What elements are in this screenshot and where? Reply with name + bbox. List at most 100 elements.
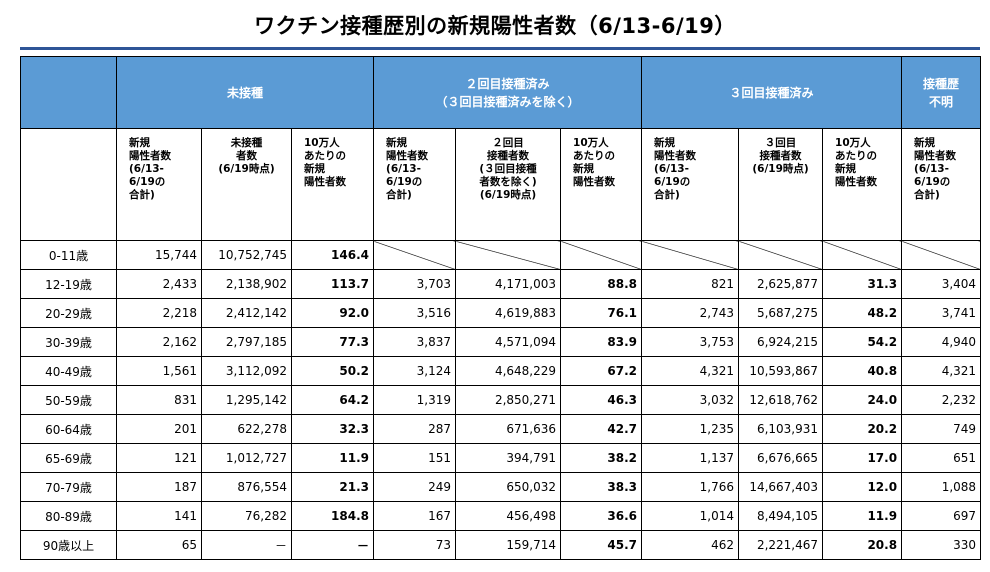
two-cases-cell: 3,124 bbox=[373, 356, 457, 386]
unknown-cases-cell: 651 bbox=[901, 443, 982, 473]
not-applicable-cell bbox=[455, 240, 562, 270]
header-two-pop: ２回目 接種者数 (３回目接種 者数を除く) (6/19時点) bbox=[455, 128, 562, 241]
header-two-cases: 新規 陽性者数 (6/13- 6/19の 合計) bbox=[373, 128, 457, 241]
table-row: 80-89歳 141 76,282 184.8 167 456,498 36.6 1,014 8… bbox=[20, 501, 982, 531]
unvac-rate-cell: 113.7 bbox=[290, 269, 375, 299]
two-pop-cell: 671,636 bbox=[455, 414, 562, 444]
three-pop-cell: 8,494,105 bbox=[738, 501, 824, 531]
unknown-cases-cell: 3,404 bbox=[901, 269, 982, 299]
header-two-rate: 10万人 あたりの 新規 陽性者数 bbox=[560, 128, 643, 241]
unvac-cases-cell: 15,744 bbox=[116, 240, 202, 270]
unvac-cases-cell: 2,162 bbox=[116, 327, 202, 357]
two-rate-cell: 42.7 bbox=[560, 414, 643, 444]
group-three-dose: ３回目接種済み bbox=[641, 56, 903, 129]
two-rate-cell: 67.2 bbox=[560, 356, 643, 386]
three-rate-cell: 12.0 bbox=[822, 472, 903, 502]
two-cases-cell: 1,319 bbox=[373, 385, 457, 415]
group-unknown: 接種歴 不明 bbox=[901, 56, 982, 129]
two-pop-cell: 4,648,229 bbox=[455, 356, 562, 386]
unvac-cases-cell: 201 bbox=[116, 414, 202, 444]
unvac-pop-cell: 10,752,745 bbox=[201, 240, 292, 270]
three-pop-cell: 6,103,931 bbox=[738, 414, 824, 444]
table-row: 40-49歳 1,561 3,112,092 50.2 3,124 4,648,229 67… bbox=[20, 356, 982, 386]
not-applicable-cell bbox=[901, 240, 982, 270]
two-pop-cell: 4,571,094 bbox=[455, 327, 562, 357]
group-unvaccinated: 未接種 bbox=[115, 56, 375, 129]
three-pop-cell: 2,625,877 bbox=[738, 269, 824, 299]
three-cases-cell: 4,321 bbox=[641, 356, 740, 386]
not-applicable-cell bbox=[373, 240, 457, 270]
unvac-pop-cell: 76,282 bbox=[201, 501, 292, 531]
two-cases-cell: 3,703 bbox=[373, 269, 457, 299]
unknown-cases-cell: 1,088 bbox=[901, 472, 982, 502]
unvac-pop-cell: 2,412,142 bbox=[201, 298, 292, 328]
three-cases-cell: 1,137 bbox=[641, 443, 740, 473]
three-pop-cell: 14,667,403 bbox=[738, 472, 824, 502]
two-rate-cell: 46.3 bbox=[560, 385, 643, 415]
three-cases-cell: 3,753 bbox=[641, 327, 740, 357]
header-unvac-cases: 新規 陽性者数 (6/13- 6/19の 合計) bbox=[116, 128, 202, 241]
three-cases-cell: 2,743 bbox=[641, 298, 740, 328]
unvac-rate-cell: 77.3 bbox=[290, 327, 375, 357]
three-pop-cell: 2,221,467 bbox=[738, 530, 824, 560]
sub-header-corner bbox=[20, 128, 117, 241]
unvac-rate-cell: 146.4 bbox=[290, 240, 375, 270]
three-pop-cell: 5,687,275 bbox=[738, 298, 824, 328]
two-rate-cell: 45.7 bbox=[560, 530, 643, 560]
three-rate-cell: 20.8 bbox=[822, 530, 903, 560]
age-group-cell: 30-39歳 bbox=[20, 327, 117, 357]
page-title: ワクチン接種歴別の新規陽性者数（6/13-6/19） bbox=[254, 14, 736, 38]
unvac-pop-cell: 2,138,902 bbox=[201, 269, 292, 299]
three-pop-cell: 6,676,665 bbox=[738, 443, 824, 473]
table-row: 50-59歳 831 1,295,142 64.2 1,319 2,850,271 46.3… bbox=[20, 385, 982, 415]
unvac-pop-cell: 876,554 bbox=[201, 472, 292, 502]
two-pop-cell: 4,619,883 bbox=[455, 298, 562, 328]
three-rate-cell: 11.9 bbox=[822, 501, 903, 531]
header-unknown-cases: 新規 陽性者数 (6/13- 6/19の 合計) bbox=[901, 128, 982, 241]
age-group-cell: 50-59歳 bbox=[20, 385, 117, 415]
unvac-pop-cell: 2,797,185 bbox=[201, 327, 292, 357]
unvac-cases-cell: 141 bbox=[116, 501, 202, 531]
table-row: 12-19歳 2,433 2,138,902 113.7 3,703 4,171,003 8… bbox=[20, 269, 982, 299]
unknown-cases-cell: 4,940 bbox=[901, 327, 982, 357]
three-cases-cell: 3,032 bbox=[641, 385, 740, 415]
unknown-cases-cell: 697 bbox=[901, 501, 982, 531]
two-cases-cell: 73 bbox=[373, 530, 457, 560]
two-pop-cell: 650,032 bbox=[455, 472, 562, 502]
sub-header-row: 新規 陽性者数 (6/13- 6/19の 合計) 未接種 者数 (6/19時点)… bbox=[20, 128, 982, 241]
table-row: 65-69歳 121 1,012,727 11.9 151 394,791 38.2 1,13… bbox=[20, 443, 982, 473]
three-cases-cell: 462 bbox=[641, 530, 740, 560]
group-header-row: 未接種 ２回目接種済み （３回目接種済みを除く） ３回目接種済み 接種歴 不明 bbox=[20, 56, 982, 129]
age-group-cell: 80-89歳 bbox=[20, 501, 117, 531]
unvac-rate-cell: 32.3 bbox=[290, 414, 375, 444]
two-pop-cell: 394,791 bbox=[455, 443, 562, 473]
three-rate-cell: 24.0 bbox=[822, 385, 903, 415]
group-two-dose: ２回目接種済み （３回目接種済みを除く） bbox=[373, 56, 643, 129]
age-group-cell: 40-49歳 bbox=[20, 356, 117, 386]
unvac-pop-cell: 622,278 bbox=[201, 414, 292, 444]
three-cases-cell: 1,766 bbox=[641, 472, 740, 502]
three-cases-cell: 1,014 bbox=[641, 501, 740, 531]
vaccination-cases-table: 未接種 ２回目接種済み （３回目接種済みを除く） ３回目接種済み 接種歴 不明 … bbox=[20, 56, 982, 560]
three-rate-cell: 48.2 bbox=[822, 298, 903, 328]
unknown-cases-cell: 2,232 bbox=[901, 385, 982, 415]
three-rate-cell: 54.2 bbox=[822, 327, 903, 357]
unvac-cases-cell: 65 bbox=[116, 530, 202, 560]
age-group-cell: 90歳以上 bbox=[20, 530, 117, 560]
two-cases-cell: 151 bbox=[373, 443, 457, 473]
not-applicable-cell bbox=[641, 240, 740, 270]
header-three-rate: 10万人 あたりの 新規 陽性者数 bbox=[822, 128, 903, 241]
age-group-cell: 70-79歳 bbox=[20, 472, 117, 502]
table-row: 70-79歳 187 876,554 21.3 249 650,032 38.3 1,766 1… bbox=[20, 472, 982, 502]
table-row: 0-11歳 15,744 10,752,745 146.4 bbox=[20, 240, 982, 270]
two-cases-cell: 287 bbox=[373, 414, 457, 444]
unvac-rate-cell: 50.2 bbox=[290, 356, 375, 386]
three-rate-cell: 20.2 bbox=[822, 414, 903, 444]
not-applicable-cell bbox=[560, 240, 643, 270]
two-rate-cell: 76.1 bbox=[560, 298, 643, 328]
unvac-cases-cell: 1,561 bbox=[116, 356, 202, 386]
unvac-cases-cell: 2,218 bbox=[116, 298, 202, 328]
header-corner bbox=[20, 56, 117, 129]
age-group-cell: 0-11歳 bbox=[20, 240, 117, 270]
unvac-rate-cell: 184.8 bbox=[290, 501, 375, 531]
